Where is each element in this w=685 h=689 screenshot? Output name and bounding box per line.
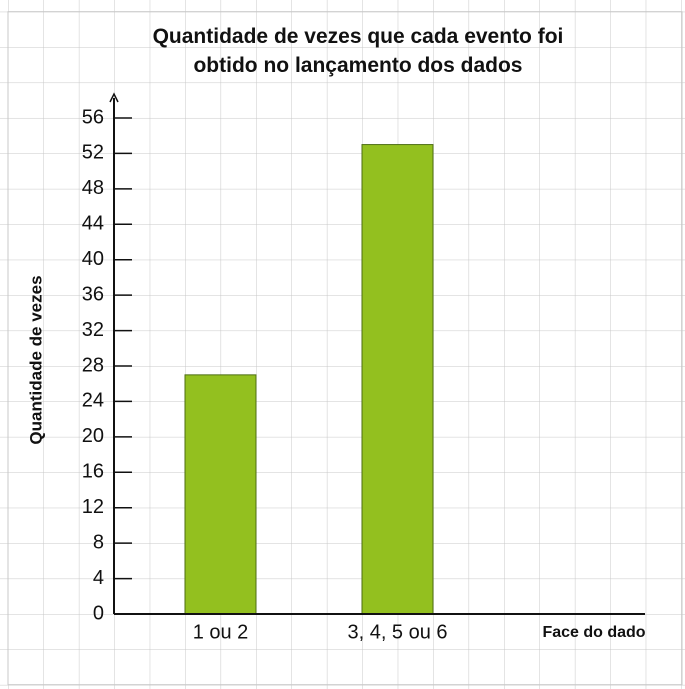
x-tick-label: 1 ou 2 [193,621,249,643]
x-tick-label: 3, 4, 5 ou 6 [347,621,447,643]
y-tick-label: 56 [82,106,104,128]
chart-title: Quantidade de vezes que cada evento foi … [152,25,564,77]
y-tick-label: 24 [82,390,104,412]
y-tick-label: 40 [82,248,104,270]
x-axis-label: Face do dado [542,624,645,641]
bar [184,374,257,615]
y-tick-label: 8 [93,531,104,553]
y-tick-label: 32 [82,319,104,341]
y-tick-label: 0 [93,602,104,624]
y-axis-arrow [109,92,119,103]
y-tick-label: 16 [82,461,104,483]
y-tick-label: 4 [93,567,104,589]
y-tick-label: 48 [82,177,104,199]
paper-border [7,11,683,686]
y-tick-label: 12 [82,496,104,518]
y-tick-label: 44 [82,213,104,235]
y-tick-label: 52 [82,142,104,164]
bar [361,144,434,615]
y-tick-label: 36 [82,283,104,305]
y-tick-label: 20 [82,425,104,447]
y-axis-label: Quantidade de vezes [26,275,45,444]
y-tick-label: 28 [82,354,104,376]
